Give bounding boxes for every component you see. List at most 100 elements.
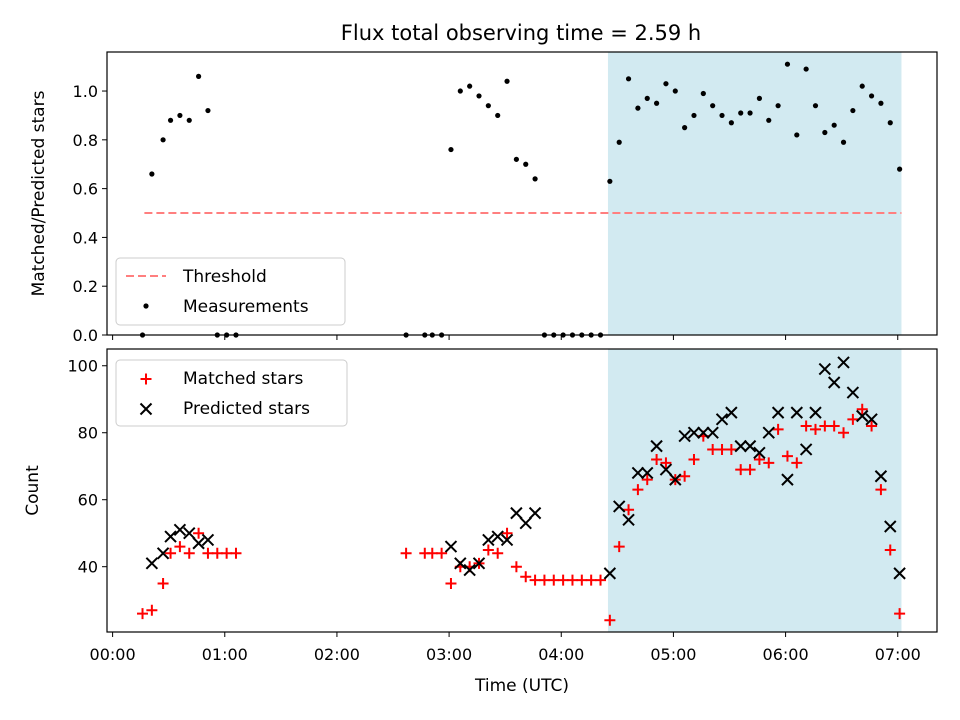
y-tick-label: 0.4 xyxy=(73,228,98,247)
predicted-stars-point xyxy=(827,376,841,389)
measurement-point xyxy=(467,83,473,89)
chart-title: Flux total observing time = 2.59 h xyxy=(341,21,701,45)
matched-stars-point xyxy=(856,403,868,415)
matched-stars-point xyxy=(174,541,186,553)
predicted-stars-point xyxy=(846,386,860,399)
predicted-stars-point xyxy=(697,426,710,439)
matched-stars-point xyxy=(202,547,214,559)
matched-stars-point xyxy=(809,423,821,435)
matched-stars-point xyxy=(221,547,233,559)
matched-stars-point xyxy=(735,464,747,476)
measurement-point xyxy=(167,117,174,123)
y-tick-label: 0.6 xyxy=(73,180,98,199)
measurement-point xyxy=(644,95,650,101)
predicted-stars-point xyxy=(678,429,691,443)
predicted-stars-point xyxy=(790,406,804,419)
matched-stars-point xyxy=(595,574,607,586)
predicted-stars-point xyxy=(743,439,757,453)
legend: Matched stars Predicted stars xyxy=(115,359,348,427)
matched-stars-point xyxy=(613,541,625,553)
matched-stars-point xyxy=(660,457,672,469)
measurement-point xyxy=(738,110,744,116)
predicted-stars-point xyxy=(650,439,663,453)
legend-predicted-swatch xyxy=(139,402,153,416)
y-axis-label: Matched/Predicted stars xyxy=(29,90,49,296)
predicted-stars-point xyxy=(444,540,458,553)
matched-stars-point xyxy=(707,443,719,455)
measurement-point xyxy=(897,166,903,172)
measurement-point xyxy=(812,103,819,109)
legend-measurement-label: Measurements xyxy=(183,297,309,317)
matched-stars-point xyxy=(548,574,560,586)
predicted-stars-point xyxy=(818,362,832,376)
x-tick-label: 03:00 xyxy=(426,645,472,664)
matched-stars-point xyxy=(482,544,494,556)
legend-box xyxy=(115,257,346,326)
matched-stars-point xyxy=(183,547,195,559)
matched-stars-point xyxy=(651,454,663,466)
matched-stars-point xyxy=(688,454,700,466)
measurement-point xyxy=(504,78,510,84)
predicted-stars-point xyxy=(603,567,617,580)
top-panel: 0.0 0.2 0.4 0.6 0.8 1.0 Matched/Predicted star… xyxy=(29,51,938,345)
predicted-stars-point xyxy=(781,473,794,486)
predicted-stars-point xyxy=(856,409,869,423)
matched-stars-point xyxy=(641,474,653,486)
predicted-stars-point xyxy=(164,530,177,543)
matched-stars-point xyxy=(529,574,541,586)
matched-stars-point xyxy=(791,457,803,469)
x-tick-label: 04:00 xyxy=(538,645,584,664)
measurement-point xyxy=(672,88,678,94)
predicted-stars-point xyxy=(500,533,514,547)
matched-stars-point xyxy=(828,420,840,432)
matched-stars-point xyxy=(510,561,522,573)
predicted-stars-point xyxy=(884,520,897,533)
x-tick-label: 01:00 xyxy=(202,645,248,664)
predicted-stars-point xyxy=(622,513,635,527)
measurement-point xyxy=(205,107,211,114)
measurement-point xyxy=(177,112,183,119)
predicted-stars-point xyxy=(771,406,785,419)
predicted-stars-point xyxy=(659,463,673,476)
predicted-stars-point xyxy=(706,426,719,439)
matched-stars-point xyxy=(492,547,504,559)
measurement-point xyxy=(625,76,632,82)
predicted-stars-point xyxy=(874,470,888,483)
y-tick-label: 0.8 xyxy=(73,131,98,150)
matched-stars-point xyxy=(538,574,550,586)
x-tick-label: 00:00 xyxy=(90,645,136,664)
predicted-stars-point xyxy=(472,557,486,570)
measurement-point xyxy=(149,171,155,177)
x-tick-label: 06:00 xyxy=(763,645,809,664)
matched-stars-point xyxy=(781,450,793,462)
legend-matched-swatch xyxy=(140,373,152,385)
matched-stars-point xyxy=(866,420,878,432)
measurement-point xyxy=(710,103,716,109)
predicted-stars-point xyxy=(183,526,196,540)
predicted-stars-point xyxy=(491,530,504,543)
measurement-point xyxy=(868,93,875,99)
matched-stars-point xyxy=(193,527,205,539)
predicted-stars-point xyxy=(687,426,701,439)
measurement-point xyxy=(160,137,166,143)
measurement-point xyxy=(691,112,697,119)
predicted-stars-point xyxy=(837,356,850,369)
matched-stars-point xyxy=(847,413,859,425)
predicted-stars-point xyxy=(612,500,626,513)
measurement-point xyxy=(728,120,734,126)
matched-stars-point xyxy=(725,443,737,455)
matched-stars-point xyxy=(753,454,765,466)
matched-stars-point xyxy=(623,504,635,516)
legend-threshold-label: Threshold xyxy=(182,267,267,287)
y-tick-label: 0.0 xyxy=(73,326,98,345)
measurement-point xyxy=(682,125,688,131)
predicted-stars-point xyxy=(173,523,187,537)
predicted-stars-point xyxy=(725,406,738,419)
x-tick-label: 05:00 xyxy=(650,645,696,664)
predicted-stars-point xyxy=(463,563,476,577)
x-axis-label: Time (UTC) xyxy=(474,676,569,696)
measurement-point xyxy=(476,93,482,99)
y-tick-label: 60 xyxy=(78,491,98,510)
matched-stars-point xyxy=(604,614,616,626)
predicted-stars-point xyxy=(631,466,645,480)
